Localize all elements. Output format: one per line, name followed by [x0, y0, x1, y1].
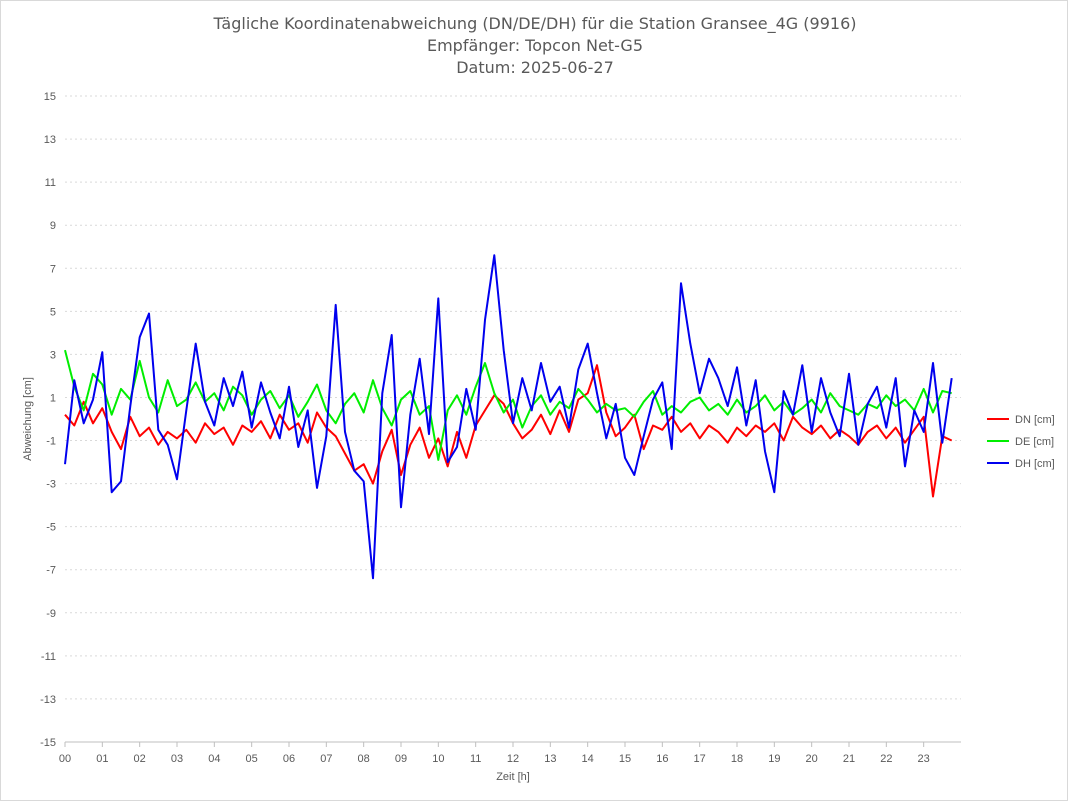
y-tick-label: 11: [45, 177, 56, 189]
x-axis-label: Zeit [h]: [496, 771, 530, 783]
x-tick-label: 11: [470, 753, 481, 765]
x-tick-label: 03: [171, 753, 183, 765]
legend: DN [cm] DE [cm] DH [cm]: [987, 414, 1055, 470]
x-tick-label: 17: [694, 753, 706, 765]
x-tick-label: 21: [843, 753, 855, 765]
x-tick-label: 22: [880, 753, 892, 765]
x-tick-label: 01: [96, 753, 108, 765]
series-line-dh: [64, 254, 953, 580]
x-tick-label: 23: [918, 753, 930, 765]
y-axis-label: Abweichung [cm]: [22, 377, 34, 461]
x-tick-label: 13: [544, 753, 556, 765]
x-tick-label: 12: [507, 753, 519, 765]
chart-title-line-2: Empfänger: Topcon Net-G5: [427, 36, 643, 55]
series-line-de: [64, 349, 952, 461]
y-tick-label: 3: [50, 349, 56, 361]
y-tick-label: 7: [50, 263, 56, 275]
x-tick-label: 18: [731, 753, 743, 765]
x-tick-label: 09: [395, 753, 407, 765]
x-tick-label: 10: [432, 753, 444, 765]
x-tick-label: 14: [582, 753, 594, 765]
x-tick-label: 16: [656, 753, 668, 765]
chart-title-line-1: Tägliche Koordinatenabweichung (DN/DE/DH…: [213, 14, 857, 34]
x-tick-label: 00: [59, 753, 71, 765]
y-tick-labels: 15 13 11 9 7 5 3 1 -1 -3 -5 -7 -9 -11 -13 -15: [40, 91, 56, 749]
y-tick-label: -7: [46, 565, 56, 577]
x-tick-label: 15: [619, 753, 631, 765]
legend-label-dn: DN [cm]: [1015, 414, 1055, 426]
x-tick-label: 20: [806, 753, 818, 765]
y-tick-label: 1: [50, 392, 56, 404]
x-tick-label: 05: [246, 753, 258, 765]
legend-label-de: DE [cm]: [1015, 436, 1054, 448]
axes: [64, 741, 961, 747]
data-series: [64, 254, 953, 580]
y-tick-label: 13: [44, 134, 56, 146]
y-tick-label: -9: [46, 608, 56, 620]
x-tick-label: 04: [208, 753, 220, 765]
legend-label-dh: DH [cm]: [1015, 458, 1055, 470]
x-tick-label: 02: [134, 753, 146, 765]
y-tick-label: -15: [40, 737, 56, 749]
y-tick-label: -5: [46, 522, 56, 534]
x-tick-label: 19: [768, 753, 780, 765]
y-tick-label: -1: [46, 436, 56, 448]
chart-title-line-3: Datum: 2025-06-27: [456, 58, 614, 77]
chart-title: Tägliche Koordinatenabweichung (DN/DE/DH…: [213, 14, 857, 77]
y-tick-label: 15: [44, 91, 56, 103]
y-tick-label: -13: [40, 694, 56, 706]
y-tick-label: -11: [41, 651, 56, 663]
y-tick-label: -3: [46, 479, 56, 491]
y-tick-label: 5: [50, 306, 56, 318]
x-tick-labels: 00 01 02 03 04 05 06 07 08 09 10 11 12 13 14 15 16 17 18 19…: [59, 753, 930, 765]
x-tick-label: 07: [320, 753, 332, 765]
y-tick-label: 9: [50, 220, 56, 232]
x-tick-label: 06: [283, 753, 295, 765]
series-line-dn: [64, 364, 953, 498]
x-tick-label: 08: [358, 753, 370, 765]
